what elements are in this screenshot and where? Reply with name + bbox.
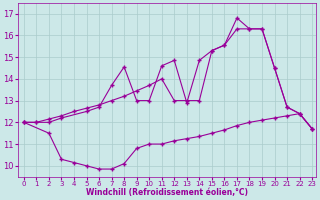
X-axis label: Windchill (Refroidissement éolien,°C): Windchill (Refroidissement éolien,°C) (86, 188, 248, 197)
